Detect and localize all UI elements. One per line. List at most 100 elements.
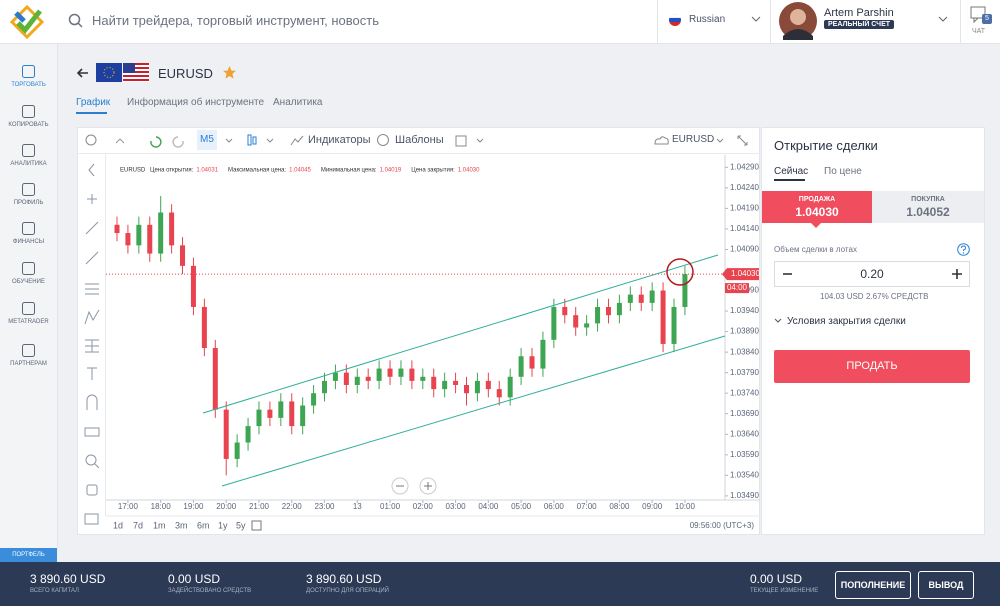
chevron[interactable] (938, 15, 948, 23)
templates-button[interactable]: Шаблоны (395, 134, 444, 146)
timeframe[interactable]: M5 (197, 130, 217, 150)
buy-toggle[interactable]: ПОКУПКА 1.04052 (872, 191, 984, 223)
y-tick-label: 1.03840 (730, 347, 759, 356)
volume-value: 0.20 (860, 267, 884, 281)
candle-body (485, 380, 491, 390)
x-tick-label: 23:00 (314, 502, 335, 511)
toolbar-icons (85, 134, 274, 148)
y-tick-label: 1.03740 (730, 388, 759, 397)
stat-label: ВСЕГО КАПИТАЛ (30, 588, 79, 594)
candle-body (496, 389, 502, 398)
volume-steppers[interactable] (776, 263, 968, 285)
candle-body (595, 306, 601, 324)
candle-body (518, 356, 524, 377)
volume-input[interactable] (774, 261, 970, 287)
sidebar-item[interactable]: ОБУЧЕНИЕ (12, 279, 45, 285)
indicators-button[interactable]: Индикаторы (308, 134, 371, 146)
flags (96, 63, 149, 82)
range-button[interactable]: 1y (218, 520, 228, 530)
candle-body (540, 339, 546, 369)
x-tick-label: 21:00 (249, 502, 270, 511)
search-input[interactable]: Найти трейдера, торговый инструмент, нов… (92, 13, 380, 28)
back-arrow[interactable] (76, 67, 90, 79)
tab-chart[interactable]: График (76, 97, 111, 108)
chat-label[interactable]: ЧАТ (972, 28, 986, 35)
favorite-star[interactable] (222, 65, 237, 80)
range-button[interactable]: 7d (133, 520, 143, 530)
y-tick-label: 1.03640 (730, 429, 759, 438)
sidebar-icon (22, 144, 35, 157)
account-badge: РЕАЛЬНЫЙ СЧЕТ (824, 20, 895, 29)
sidebar-item[interactable]: КОПИРОВАТЬ (8, 122, 49, 128)
candle-body (212, 348, 218, 410)
withdraw-button[interactable]: ВЫВОД (918, 571, 974, 599)
range-button[interactable]: 3m (175, 520, 188, 530)
x-tick-label: 22:00 (282, 502, 303, 511)
portfolio-tab[interactable]: ПОРТФЕЛЬ (0, 548, 57, 562)
sidebar-item[interactable]: ПРОФИЛЬ (13, 200, 44, 206)
compare-symbol[interactable]: EURUSD (672, 134, 715, 145)
stat-value: 3 890.60 USD (30, 572, 106, 586)
sidebar-item[interactable]: АНАЛИТИКА (10, 161, 47, 167)
y-tick-label: 1.04090 (730, 245, 759, 254)
range-button[interactable]: 1d (113, 520, 123, 530)
candle-body (267, 409, 273, 418)
sidebar-item[interactable]: ПАРТНЕРАМ (10, 361, 47, 367)
sidebar-icon (22, 183, 35, 196)
range-button[interactable]: 5y (236, 520, 246, 530)
range-button[interactable]: 1m (153, 520, 166, 530)
last-price-tag (722, 268, 759, 281)
footer (0, 562, 1000, 606)
tab-analytics[interactable]: Аналитика (273, 97, 323, 108)
info-value: 1.04019 (380, 168, 402, 174)
tab-now[interactable]: Сейчас (774, 166, 809, 177)
buy-price: 1.04052 (906, 205, 950, 219)
x-tick-label: 19:00 (183, 502, 204, 511)
candle-body (169, 212, 175, 246)
language[interactable]: Russian (689, 14, 726, 25)
info-value: 1.04030 (458, 168, 480, 174)
candle-body (245, 426, 251, 443)
candle-body (190, 265, 196, 307)
candle-body (289, 401, 295, 427)
close-conditions[interactable]: Условия закрытия сделки (787, 316, 906, 327)
sell-button[interactable]: ПРОДАТЬ (774, 350, 970, 383)
candle-body (507, 376, 513, 398)
chevron (774, 318, 782, 323)
x-tick-label: 20:00 (216, 502, 237, 511)
candle-body (354, 376, 360, 385)
chat-icon[interactable] (970, 6, 990, 24)
divider (960, 0, 961, 43)
tab-info[interactable]: Информация об инструменте (127, 97, 265, 108)
y-tick-label: 1.03890 (730, 327, 759, 336)
sidebar-item[interactable]: ФИНАНСЫ (12, 239, 45, 245)
help-icon[interactable] (957, 243, 970, 256)
range-button[interactable]: 6m (197, 520, 210, 530)
volume-label: Объем сделки в лотах (774, 245, 857, 254)
candle-body (300, 405, 306, 427)
sidebar-item[interactable]: METATRADER (8, 319, 49, 325)
toolbar-icons (290, 134, 484, 147)
avatar[interactable] (779, 2, 817, 40)
drawing-tools (84, 163, 100, 525)
deposit-button[interactable]: ПОПОЛНЕНИЕ (835, 571, 911, 599)
zoom-icon (424, 482, 432, 490)
logo[interactable] (10, 5, 44, 39)
countdown: 04:00 (727, 283, 748, 292)
candle-body (409, 368, 415, 381)
stat-label: ЗАДЕЙСТВОВАНО СРЕДСТВ (168, 588, 252, 594)
y-tick-label: 1.03790 (730, 368, 759, 377)
sell-toggle[interactable]: ПРОДАЖА 1.04030 (762, 191, 872, 223)
sidebar-item[interactable]: ТОРГОВАТЬ (11, 82, 46, 88)
margin: 104.03 USD (820, 292, 864, 301)
change-value: 0.00 USD (750, 572, 803, 586)
candle-body (387, 368, 393, 377)
sidebar-icon (22, 65, 35, 78)
x-tick-label: 10:00 (675, 502, 696, 511)
candle-body (420, 376, 426, 381)
tab-by-price[interactable]: По цене (824, 166, 862, 177)
info-label: Минимальная цена: (321, 168, 377, 174)
candle-body (573, 315, 579, 328)
chevron[interactable] (751, 15, 761, 23)
